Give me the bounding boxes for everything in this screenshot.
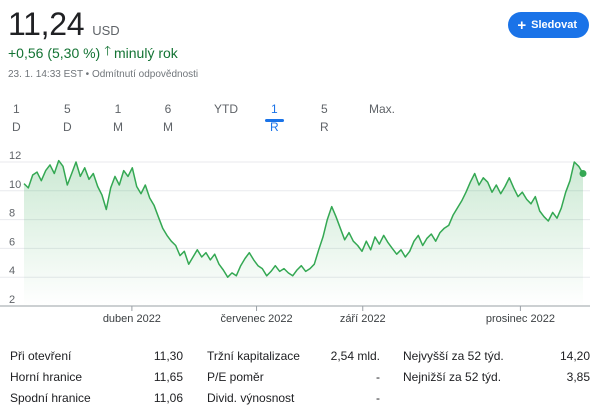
y-tick-label: 2 [9,294,15,306]
stat-open-value: 11,30 [153,348,183,363]
tab-5r[interactable]: 5 R [320,102,329,134]
stat-high-label: Horní hranice [10,369,83,384]
stat-52w-low-label: Nejnižší za 52 týd. [403,369,502,384]
price-area [24,160,583,306]
stat-low-label: Spodní hranice [10,390,91,405]
tab-ytd[interactable]: YTD [214,102,238,116]
x-axis-ticks: duben 2022 červenec 2022 září 2022 prosinec… [103,306,555,325]
stat-dividend-value: - [376,390,380,405]
stat-dividend-label: Divid. výnosnost [207,390,295,405]
price-chart[interactable]: 12 10 8 6 4 2 duben 2022 červenec 2022 září 202… [0,150,600,330]
stat-pe-value: - [376,369,380,384]
disclaimer-link[interactable]: Odmítnutí odpovědnosti [91,69,199,80]
last-price-dot [579,170,587,178]
tab-5d[interactable]: 5 D [63,102,72,134]
stats-table: Při otevření 11,30 Tržní kapitalizace 2,… [10,345,590,408]
price-header: 11,24 USD [8,6,120,43]
x-tick-label: prosinec 2022 [486,313,555,325]
timestamp: 23. 1. 14:33 EST [8,69,83,80]
y-tick-label: 10 [9,179,21,191]
current-price: 11,24 [8,6,85,42]
tab-1d[interactable]: 1 D [12,102,21,134]
x-tick-label: červenec 2022 [220,313,292,325]
tab-1m[interactable]: 1 M [113,102,123,134]
stats-row: Spodní hranice 11,06 Divid. výnosnost - [10,387,590,408]
stat-low-value: 11,06 [153,390,183,405]
stats-row: Při otevření 11,30 Tržní kapitalizace 2,… [10,345,590,366]
currency-label: USD [92,23,120,38]
tab-6m[interactable]: 6 M [163,102,173,134]
y-axis-ticks: 12 10 8 6 4 2 [9,150,21,306]
stat-52w-high-label: Nejvyšší za 52 týd. [403,348,504,363]
stat-open-label: Při otevření [10,348,72,363]
y-tick-label: 12 [9,150,21,162]
tab-max[interactable]: Max. [369,102,396,116]
stat-pe-label: P/E poměr [207,369,264,384]
stat-mktcap-label: Tržní kapitalizace [207,348,300,363]
y-tick-label: 8 [9,208,15,220]
stat-mktcap-value: 2,54 mld. [330,348,380,363]
follow-button[interactable]: + Sledovat [508,12,589,38]
meta-separator: • [85,69,90,80]
arrow-up-icon: 🡑 [104,43,111,58]
quote-meta: 23. 1. 14:33 EST • Odmítnutí odpovědnost… [8,69,198,80]
y-tick-label: 6 [9,236,15,248]
plus-icon: + [517,16,527,34]
follow-button-label: Sledovat [531,19,577,31]
price-change: +0,56 (5,30 %) 🡑 minulý rok [8,42,178,64]
change-period: minulý rok [114,45,178,61]
stat-52w-low-value: 3,85 [566,369,590,384]
y-tick-label: 4 [9,265,15,277]
stat-52w-high-value: 14,20 [559,348,590,363]
change-value: +0,56 (5,30 %) [8,45,101,61]
x-tick-label: duben 2022 [103,313,161,325]
stats-row: Horní hranice 11,65 P/E poměr - Nejnižší… [10,366,590,387]
tab-1r[interactable]: 1 R [265,102,284,134]
x-tick-label: září 2022 [340,313,386,325]
price-line [23,159,584,278]
stat-high-value: 11,65 [153,369,183,384]
